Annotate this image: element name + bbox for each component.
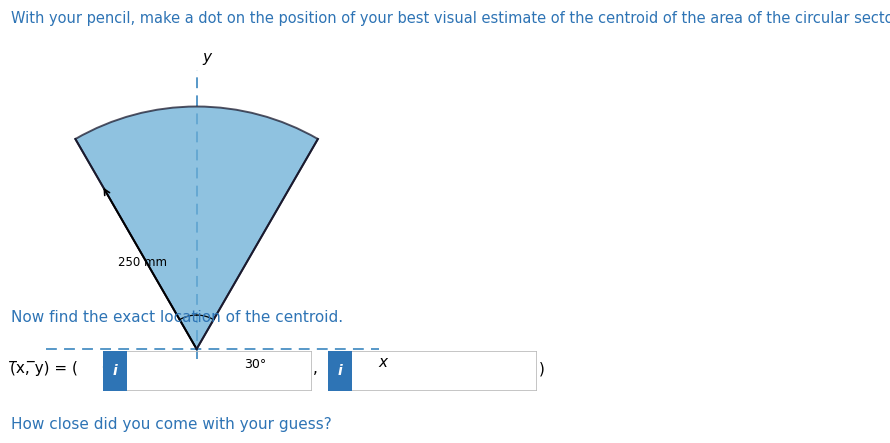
Text: ,: , — [312, 361, 318, 376]
Text: 30°: 30° — [244, 358, 266, 371]
Text: 30°: 30° — [101, 358, 123, 371]
Text: x: x — [379, 355, 388, 370]
Bar — [328, 351, 352, 391]
Text: With your pencil, make a dot on the position of your best visual estimate of the: With your pencil, make a dot on the posi… — [11, 11, 890, 26]
Text: ): ) — [539, 361, 546, 376]
Text: i: i — [337, 364, 342, 378]
Text: Now find the exact location of the centroid.: Now find the exact location of the centr… — [11, 310, 343, 325]
Bar — [103, 351, 127, 391]
Text: (̅x, ̅y) = (: (̅x, ̅y) = ( — [11, 361, 88, 376]
Text: y: y — [202, 51, 211, 65]
Text: 250 mm: 250 mm — [118, 256, 167, 269]
Text: i: i — [113, 364, 117, 378]
Wedge shape — [76, 106, 318, 349]
Text: How close did you come with your guess?: How close did you come with your guess? — [11, 417, 331, 432]
